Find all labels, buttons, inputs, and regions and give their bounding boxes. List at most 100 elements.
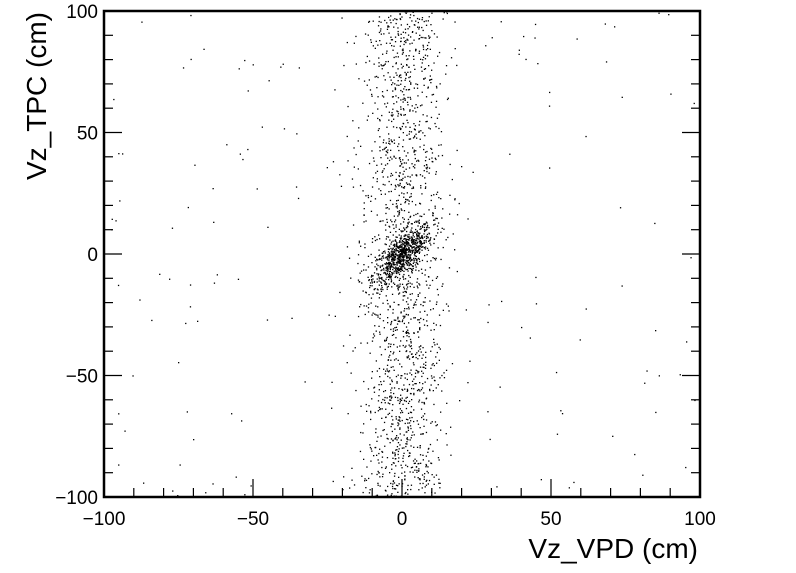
data-point bbox=[361, 475, 363, 477]
data-point bbox=[501, 300, 503, 303]
data-point bbox=[396, 18, 398, 21]
data-point bbox=[426, 470, 428, 473]
data-point bbox=[420, 58, 422, 60]
data-point bbox=[377, 96, 379, 98]
data-point bbox=[425, 24, 428, 26]
data-point bbox=[384, 243, 386, 245]
data-point bbox=[360, 431, 362, 434]
data-point bbox=[395, 495, 397, 497]
data-point bbox=[398, 234, 400, 236]
data-point bbox=[425, 37, 427, 39]
data-point bbox=[407, 199, 409, 201]
data-point bbox=[390, 219, 392, 221]
data-point bbox=[403, 264, 406, 266]
data-point bbox=[400, 33, 402, 35]
data-point bbox=[392, 261, 394, 263]
data-point bbox=[388, 283, 390, 285]
data-point bbox=[433, 257, 436, 260]
data-point bbox=[409, 110, 411, 112]
data-point bbox=[397, 250, 399, 252]
data-point bbox=[426, 226, 428, 229]
data-point bbox=[399, 350, 401, 352]
data-point bbox=[420, 345, 422, 347]
data-point bbox=[418, 219, 420, 221]
data-point bbox=[436, 301, 438, 303]
data-point bbox=[370, 253, 372, 256]
data-point bbox=[365, 220, 367, 222]
data-point bbox=[374, 76, 376, 78]
data-point bbox=[395, 22, 397, 25]
data-point bbox=[385, 273, 387, 275]
data-point bbox=[399, 417, 401, 419]
data-point bbox=[401, 239, 403, 242]
data-point bbox=[375, 75, 378, 78]
data-point bbox=[371, 377, 373, 379]
data-point bbox=[403, 244, 405, 246]
data-point bbox=[369, 446, 372, 449]
data-point bbox=[429, 128, 431, 130]
data-point bbox=[367, 115, 369, 117]
data-point bbox=[435, 425, 437, 427]
data-point bbox=[252, 64, 254, 66]
data-point bbox=[405, 263, 408, 265]
data-point bbox=[404, 492, 406, 495]
data-point bbox=[419, 427, 421, 429]
data-point bbox=[585, 308, 587, 310]
data-point bbox=[422, 366, 424, 368]
data-point bbox=[383, 421, 386, 424]
data-point bbox=[331, 381, 333, 383]
data-point bbox=[372, 112, 374, 114]
data-point bbox=[388, 16, 390, 19]
data-point bbox=[408, 336, 410, 338]
data-point bbox=[377, 292, 379, 294]
data-point bbox=[420, 244, 423, 246]
data-point bbox=[433, 483, 435, 485]
data-point bbox=[399, 165, 401, 167]
data-point bbox=[411, 268, 413, 270]
data-point bbox=[388, 254, 391, 256]
data-point bbox=[445, 239, 447, 241]
data-point bbox=[390, 280, 393, 282]
data-point bbox=[429, 238, 431, 240]
data-point bbox=[141, 21, 143, 23]
data-point bbox=[241, 420, 243, 422]
data-point bbox=[402, 159, 404, 161]
data-point bbox=[397, 316, 399, 318]
data-point bbox=[423, 170, 425, 172]
data-point bbox=[212, 483, 214, 485]
data-point bbox=[415, 262, 417, 264]
data-point bbox=[413, 332, 415, 334]
data-point bbox=[355, 389, 357, 392]
data-point bbox=[189, 284, 192, 286]
data-point bbox=[390, 139, 392, 141]
data-point bbox=[417, 294, 419, 296]
data-point bbox=[421, 175, 424, 177]
data-point bbox=[392, 308, 394, 311]
data-point bbox=[387, 266, 389, 268]
data-point bbox=[406, 241, 408, 243]
data-point bbox=[407, 222, 409, 224]
data-point bbox=[424, 297, 426, 299]
data-point bbox=[405, 77, 407, 80]
data-point bbox=[373, 272, 376, 274]
data-point bbox=[402, 295, 404, 297]
data-point bbox=[424, 182, 427, 185]
data-point bbox=[386, 397, 388, 399]
data-point bbox=[371, 241, 374, 243]
data-point bbox=[414, 249, 417, 252]
data-point bbox=[576, 38, 578, 40]
data-point bbox=[439, 487, 441, 489]
data-point bbox=[430, 82, 432, 84]
data-point bbox=[423, 240, 425, 242]
data-point bbox=[365, 403, 367, 406]
data-point bbox=[642, 474, 644, 476]
data-point bbox=[548, 105, 551, 107]
data-point bbox=[394, 276, 396, 278]
data-point bbox=[413, 446, 415, 448]
data-point bbox=[454, 48, 456, 50]
x-tick-label: 50 bbox=[540, 509, 561, 530]
data-point bbox=[235, 476, 237, 478]
data-point bbox=[439, 83, 441, 85]
data-point bbox=[381, 95, 384, 97]
data-point bbox=[378, 389, 380, 391]
